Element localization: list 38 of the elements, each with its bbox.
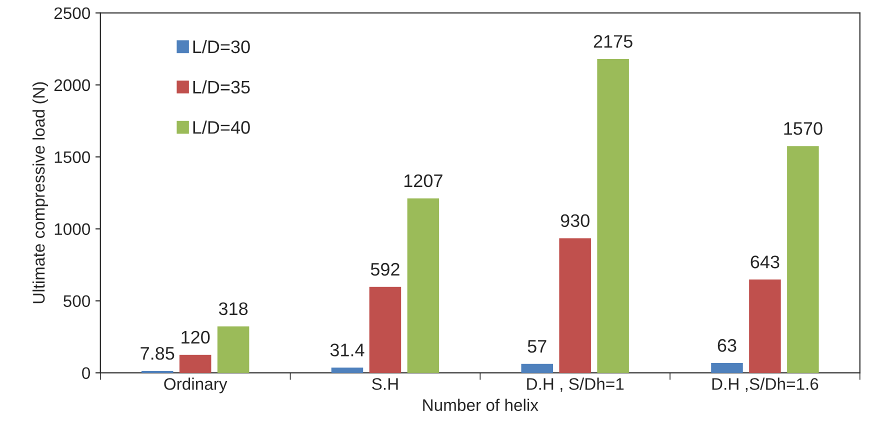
data-label: 318 [218,302,248,316]
data-label: 643 [750,256,780,268]
data-label: 1207 [404,174,442,188]
x-tick-label: Ordinary [164,378,228,394]
bar [559,238,591,373]
bar [217,326,250,373]
bar [597,59,629,373]
data-label: 592 [370,262,400,276]
data-label: 63 [718,339,736,352]
x-tick-label: S.H [372,378,398,390]
data-label: 7.85 [140,346,174,360]
x-axis-title: Number of helix [423,398,538,412]
data-label: 31.4 [330,344,364,356]
y-axis-title: Ultimate compressive load (N) [32,82,48,304]
x-tick-label: D.H , S/Dh=1 [527,378,624,392]
y-tick-label: 2500 [54,7,90,20]
data-label: 930 [560,214,590,228]
y-tick-label: 0 [82,367,90,380]
legend-label: L/D=40 [193,120,250,134]
y-tick-label: 1500 [54,151,90,164]
y-tick-label: 1000 [54,223,90,236]
bar [521,364,553,373]
legend-label: L/D=30 [193,40,250,54]
bar [331,368,364,373]
y-tick-label: 2000 [54,79,90,92]
bar [407,198,440,373]
legend-label: L/D=35 [193,80,250,94]
bar [711,363,743,373]
data-label: 120 [182,330,210,344]
bar [787,146,819,373]
bar [369,286,402,373]
data-label: 1570 [784,122,822,135]
data-label: 2175 [594,35,632,48]
bar [749,280,781,373]
y-tick-label: 500 [64,295,90,308]
bar [179,354,212,373]
x-tick-label: D.H ,S/Dh=1.6 [712,378,818,392]
data-label: 57 [528,340,546,353]
